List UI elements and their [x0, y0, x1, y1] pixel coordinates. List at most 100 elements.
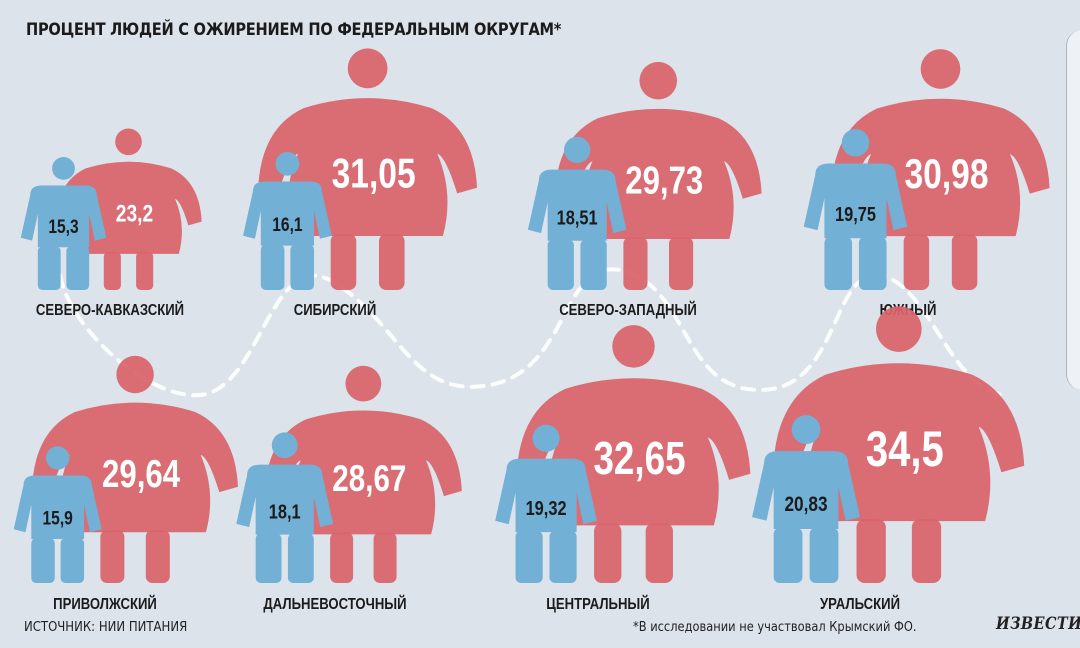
- category-label: ДАЛЬНЕВОСТОЧНЫЙ: [263, 594, 406, 614]
- female-body: [264, 410, 462, 535]
- male-leg-right: [809, 527, 839, 583]
- female-head: [639, 61, 678, 100]
- male-leg-left: [31, 538, 55, 583]
- male-leg-right: [66, 246, 90, 290]
- female-leg-left: [103, 251, 121, 290]
- category-label: ПРИВОЛЖСКИЙ: [53, 594, 157, 614]
- male-leg-right: [549, 530, 577, 583]
- female-leg-right: [668, 237, 694, 290]
- male-leg-right: [287, 533, 314, 583]
- female-value-label: 30,98: [904, 152, 988, 198]
- male-leg-left: [824, 237, 853, 290]
- female-figure: [55, 128, 202, 290]
- male-value-label: 18,51: [557, 206, 598, 229]
- male-torso: [495, 458, 597, 533]
- male-leg-left: [547, 239, 574, 290]
- male-head: [275, 151, 300, 176]
- female-leg-left: [100, 530, 125, 583]
- male-torso: [20, 185, 107, 248]
- female-value-label: 29,64: [102, 453, 180, 496]
- male-figure: [752, 415, 860, 583]
- male-figure: [803, 128, 908, 290]
- female-head: [116, 355, 154, 394]
- chart-title: ПРОЦЕНТ ЛЮДЕЙ С ОЖИРЕНИЕМ ПО ФЕДЕРАЛЬНЫМ…: [26, 20, 562, 40]
- female-head: [876, 306, 922, 352]
- footnote: *В исследовании не участвовал Крымский Ф…: [633, 620, 917, 635]
- male-torso: [243, 181, 332, 246]
- female-leg-right: [645, 523, 673, 583]
- female-leg-right: [373, 532, 397, 583]
- source-note: ИСТОЧНИК: НИИ ПИТАНИЯ: [24, 620, 188, 635]
- male-leg-left: [515, 530, 543, 583]
- male-value-label: 19,32: [526, 497, 567, 520]
- male-leg-right: [580, 239, 607, 290]
- category-label: СЕВЕРО-ЗАПАДНЫЙ: [559, 300, 697, 320]
- female-value-label: 34,5: [866, 421, 944, 477]
- district-group: 18,1 28,67 ДАЛЬНЕВОСТОЧНЫЙ: [236, 365, 462, 614]
- district-group: 18,51 29,73 СЕВЕРО-ЗАПАДНЫЙ: [527, 61, 762, 320]
- male-leg-right: [290, 244, 315, 290]
- male-torso: [752, 451, 860, 530]
- category-label: ЦЕНТРАЛЬНЫЙ: [546, 594, 649, 614]
- male-leg-right: [60, 538, 85, 583]
- female-leg-left: [903, 234, 930, 290]
- male-value-label: 18,1: [269, 500, 301, 523]
- brand-logo: ИЗВЕСТИЯ: [996, 614, 1080, 634]
- screen-edge: [1066, 30, 1080, 390]
- district-group: 15,3 23,2 СЕВЕРО-КАВКАЗСКИЙ: [20, 128, 202, 320]
- male-leg-right: [858, 237, 887, 290]
- male-figure: [495, 424, 597, 583]
- female-leg-right: [136, 251, 154, 290]
- female-value-label: 23,2: [116, 200, 153, 228]
- female-leg-left: [623, 237, 648, 290]
- male-figure: [13, 446, 102, 583]
- female-value-label: 29,73: [625, 159, 703, 202]
- category-label: УРАЛЬСКИЙ: [820, 594, 900, 614]
- male-value-label: 15,3: [48, 216, 79, 238]
- female-leg-left: [330, 234, 357, 290]
- male-torso: [13, 475, 102, 540]
- male-leg-left: [37, 246, 61, 290]
- female-figure: [264, 365, 462, 583]
- female-head: [612, 325, 655, 368]
- male-leg-left: [255, 533, 282, 583]
- category-label: СЕВЕРО-КАВКАЗСКИЙ: [36, 300, 184, 320]
- female-leg-left: [856, 519, 886, 583]
- male-value-label: 20,83: [785, 494, 828, 517]
- male-value-label: 15,9: [43, 507, 74, 529]
- female-head: [115, 128, 142, 156]
- male-value-label: 19,75: [835, 202, 876, 225]
- female-body: [55, 161, 202, 254]
- female-leg-right: [378, 234, 405, 290]
- female-value-label: 31,05: [332, 151, 416, 197]
- male-value-label: 16,1: [272, 213, 303, 235]
- male-head: [791, 415, 821, 444]
- female-leg-right: [951, 234, 978, 290]
- category-label: СИБИРСКИЙ: [294, 300, 376, 320]
- female-value-label: 32,65: [593, 432, 685, 484]
- male-head: [532, 424, 560, 452]
- connector-path: [58, 267, 1007, 398]
- male-leg-left: [773, 527, 803, 583]
- male-leg-left: [260, 244, 285, 290]
- district-group: 20,83 34,5 УРАЛЬСКИЙ: [752, 306, 1025, 614]
- male-head: [52, 157, 75, 180]
- male-head: [271, 432, 298, 459]
- male-head: [45, 446, 70, 470]
- female-head: [345, 365, 382, 402]
- female-head: [920, 49, 961, 89]
- female-leg-right: [145, 530, 170, 583]
- male-torso: [527, 169, 627, 241]
- male-figure: [236, 432, 334, 583]
- male-figure: [243, 151, 332, 290]
- male-figure: [20, 157, 107, 290]
- male-figure: [527, 136, 627, 290]
- figures: 15,3 23,2 СЕВЕРО-КАВКАЗСКИЙ 16,1 31,05 СИБИРС…: [13, 48, 1050, 614]
- district-group: 16,1 31,05 СИБИРСКИЙ: [243, 48, 478, 320]
- male-torso: [236, 464, 334, 535]
- female-leg-left: [594, 523, 622, 583]
- male-head: [564, 136, 591, 164]
- female-leg-right: [911, 519, 942, 583]
